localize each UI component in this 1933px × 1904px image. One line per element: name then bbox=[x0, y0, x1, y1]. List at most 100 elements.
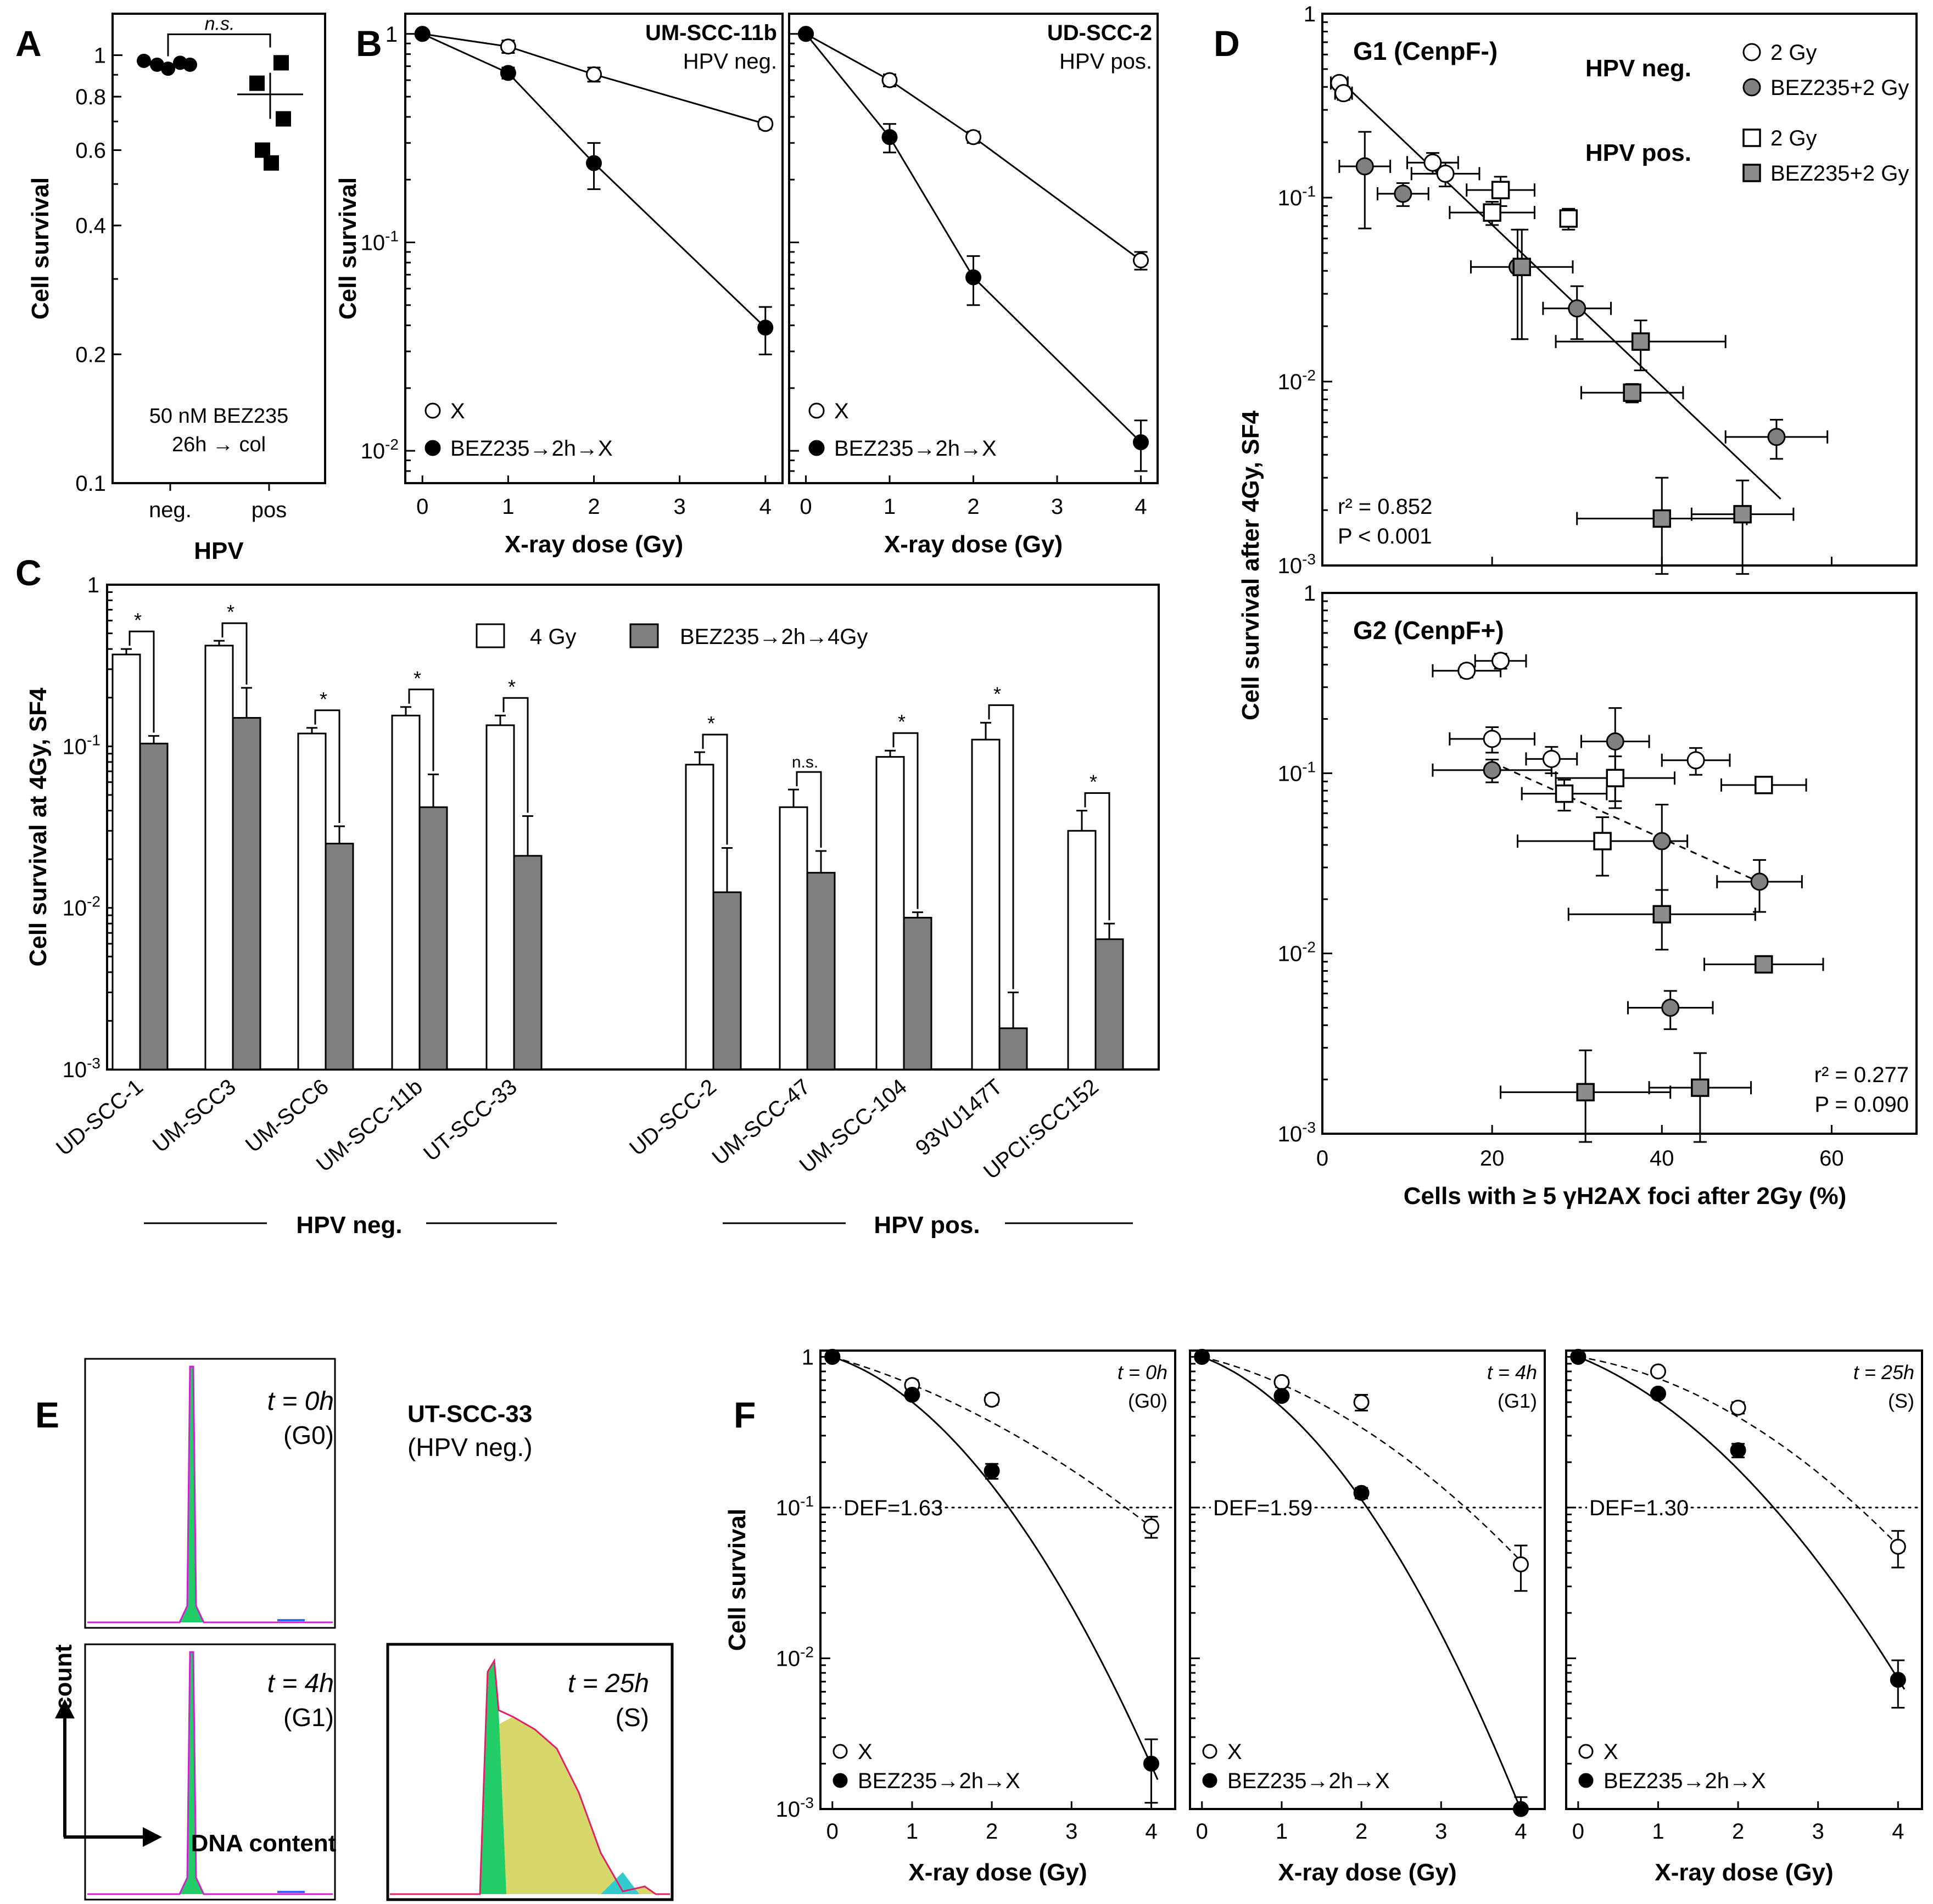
panel-b-B2: 0 1 2 3 4 X-ray dose (Gy) UD-SCC-2 HPV pos. X BEZ… bbox=[788, 13, 1159, 558]
x-axis-title: DNA content bbox=[191, 1830, 337, 1857]
legend-label: BEZ235→2h→X bbox=[450, 436, 613, 461]
legend-label: 4 Gy bbox=[530, 625, 576, 649]
histogram-outline bbox=[87, 1365, 333, 1623]
significance-bracket bbox=[988, 704, 1014, 989]
bar-4gy bbox=[297, 732, 327, 1071]
point-filled-circle bbox=[1133, 434, 1149, 450]
panel-c: 1 10-1 10-2 10-3 Cell survival at 4Gy, SF4 * U… bbox=[25, 573, 1160, 1241]
point-gray-square bbox=[1512, 257, 1531, 276]
point-gray-square bbox=[1652, 509, 1672, 528]
bar-4gy bbox=[485, 724, 515, 1071]
significance-label: n.s. bbox=[205, 14, 235, 35]
point-gray-square bbox=[1691, 1078, 1709, 1097]
legend-label: BEZ235→2h→X bbox=[1227, 1769, 1390, 1793]
y-tick-label: 10-3 bbox=[776, 1794, 814, 1822]
histogram-outline bbox=[87, 1651, 333, 1895]
point-filled-circle bbox=[1890, 1672, 1906, 1688]
point-open-circle bbox=[984, 1391, 1000, 1408]
def-label-bg bbox=[1211, 1491, 1304, 1522]
panel-f-F2: 0 1 2 3 4 X-ray dose (Gy) DEF=1.59 t = 4h (G1) XB… bbox=[1189, 1348, 1546, 1886]
legend-label: BEZ235→2h→X bbox=[858, 1769, 1020, 1793]
point-gray-square bbox=[1576, 1083, 1595, 1102]
legend-group-label: HPV neg. bbox=[1585, 55, 1691, 82]
point-open-circle bbox=[424, 402, 441, 419]
legend-group-label: HPV pos. bbox=[1585, 139, 1691, 166]
bar-bez235 bbox=[806, 872, 836, 1071]
point-open-circle bbox=[1457, 662, 1476, 680]
point-filled-circle bbox=[824, 1348, 841, 1365]
point-open-circle bbox=[833, 1744, 848, 1759]
point-filled-square bbox=[273, 55, 289, 71]
point-filled-circle bbox=[1512, 1801, 1529, 1817]
x-tick-label: 93VU147T bbox=[911, 1074, 1007, 1161]
significance-bracket bbox=[408, 688, 434, 771]
point-open-circle bbox=[500, 38, 516, 55]
x-tick-label: 4 bbox=[1515, 1819, 1527, 1844]
point-open-circle bbox=[1650, 1363, 1666, 1380]
point-open-circle bbox=[808, 402, 825, 419]
x-tick-label: 3 bbox=[1051, 495, 1063, 519]
significance-bracket bbox=[314, 709, 340, 823]
x-tick-label: 2 bbox=[588, 495, 600, 519]
x-axis-title: X-ray dose (Gy) bbox=[1278, 1859, 1456, 1886]
x-tick-label: 4 bbox=[1145, 1819, 1157, 1844]
point-open-circle bbox=[1491, 652, 1510, 670]
phase-label: (G0) bbox=[1128, 1390, 1167, 1412]
x-tick-label: 3 bbox=[674, 495, 686, 519]
histogram-time: t = 25h bbox=[568, 1669, 649, 1698]
x-axis-title: X-ray dose (Gy) bbox=[505, 531, 683, 558]
x-tick-label: 2 bbox=[986, 1819, 998, 1844]
y-tick-label: 0.4 bbox=[75, 214, 106, 238]
panel-e: t = 0h (G0) t = 4h (G1) t = 25h (S) UT-SCC-33 (… bbox=[50, 1358, 674, 1901]
y-tick-label: 10-2 bbox=[1278, 939, 1316, 966]
time-label: t = 25h bbox=[1853, 1361, 1914, 1384]
significance-label: * bbox=[134, 609, 142, 631]
x-tick-label: 0 bbox=[416, 495, 428, 519]
series-line bbox=[422, 33, 766, 328]
y-tick-label: 10-3 bbox=[1278, 551, 1316, 578]
point-open-circle bbox=[1143, 1518, 1159, 1535]
panel-b-B1: 1 10-1 10-2 Cell survival 0 1 2 3 4 X-ray dose (G… bbox=[334, 13, 784, 558]
legend-swatch-4gy bbox=[476, 623, 505, 648]
y-tick-label: 10-3 bbox=[1278, 1119, 1316, 1146]
point-filled-circle bbox=[1570, 1348, 1586, 1365]
x-tick-label: 4 bbox=[759, 495, 772, 519]
point-filled-circle bbox=[1353, 1485, 1370, 1501]
group-label: HPV pos. bbox=[874, 1212, 980, 1239]
histogram-frame bbox=[84, 1643, 336, 1901]
histogram-g2-peak bbox=[601, 1872, 639, 1894]
chart-title: G2 (CenpF+) bbox=[1353, 616, 1504, 645]
y-tick-label: 0.6 bbox=[75, 138, 106, 163]
time-label: t = 0h bbox=[1118, 1361, 1167, 1384]
point-open-circle bbox=[1202, 1744, 1217, 1759]
significance-label: * bbox=[508, 675, 516, 698]
legend-label: BEZ235→2h→X bbox=[834, 436, 997, 461]
significance-bracket bbox=[1084, 792, 1110, 921]
significance-bracket bbox=[221, 622, 248, 685]
y-tick-label: 1 bbox=[386, 23, 398, 47]
group-label-bg bbox=[846, 1208, 1005, 1241]
point-open-circle bbox=[1730, 1399, 1746, 1416]
chart-title: UM-SCC-11b bbox=[645, 21, 777, 45]
point-filled-circle bbox=[1273, 1388, 1290, 1404]
x-tick-label: 20 bbox=[1480, 1146, 1505, 1171]
point-gray-circle bbox=[1652, 832, 1671, 850]
bar-bez235 bbox=[903, 916, 932, 1071]
bar-bez235 bbox=[232, 717, 261, 1071]
bar-bez235 bbox=[513, 855, 543, 1071]
point-open-square bbox=[1593, 832, 1612, 850]
y-tick-label: 10-2 bbox=[776, 1643, 814, 1671]
bar-4gy bbox=[1067, 830, 1097, 1071]
x-arrowhead bbox=[143, 1827, 162, 1847]
point-filled-circle bbox=[1194, 1348, 1210, 1365]
y-tick-label: 10-1 bbox=[1278, 758, 1316, 786]
plot-frame bbox=[1565, 1349, 1923, 1810]
point-filled-circle bbox=[1650, 1385, 1666, 1402]
x-tick-label: 2 bbox=[967, 495, 979, 519]
group-label: HPV neg. bbox=[296, 1212, 402, 1239]
y-axis-title: count bbox=[50, 1644, 77, 1710]
chart-title: UT-SCC-33 bbox=[407, 1401, 532, 1427]
y-axis-title: Cell survival bbox=[334, 177, 361, 320]
point-open-circle bbox=[1742, 43, 1761, 61]
x-tick-label: UD-SCC-2 bbox=[625, 1074, 721, 1161]
